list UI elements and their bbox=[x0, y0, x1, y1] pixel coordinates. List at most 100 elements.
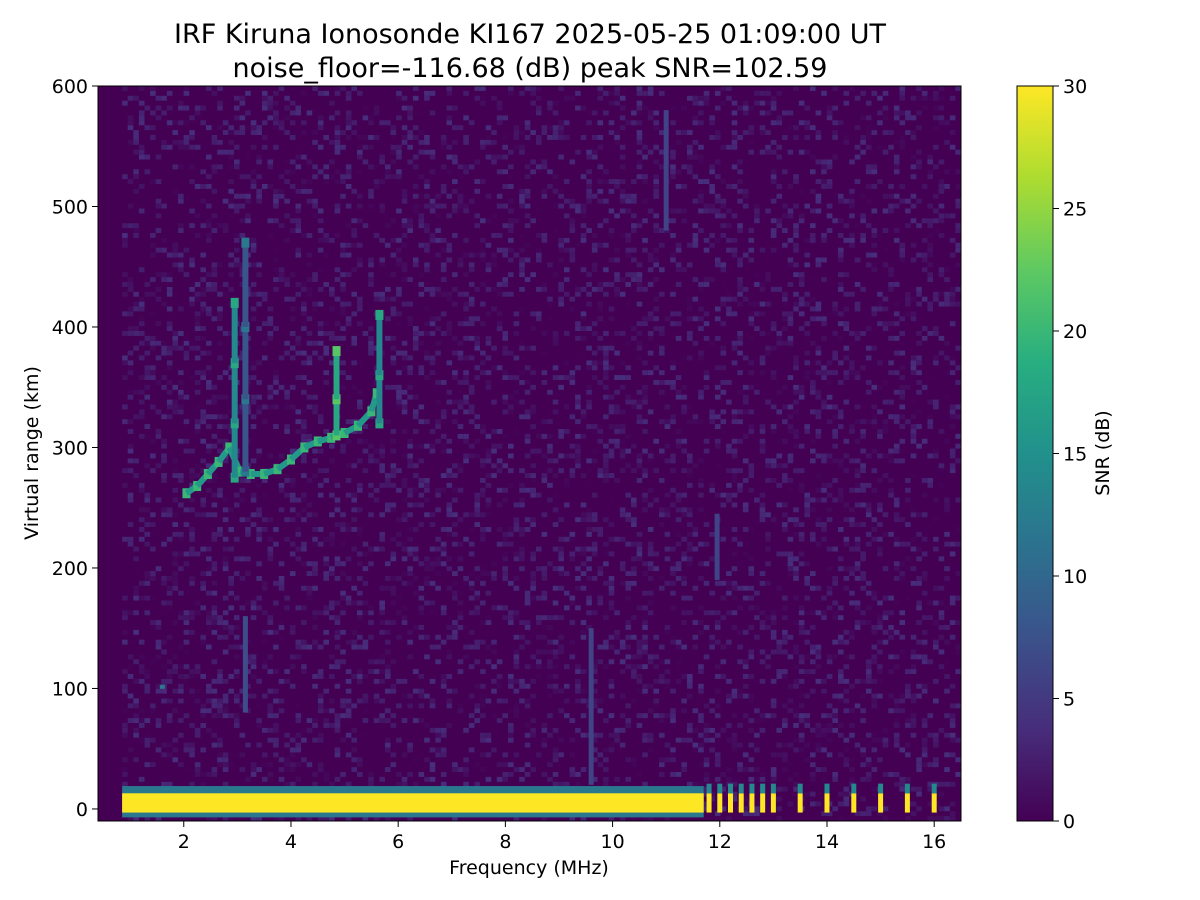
noise-cell bbox=[530, 576, 536, 581]
noise-cell bbox=[569, 252, 576, 258]
noise-cell bbox=[178, 664, 184, 670]
noise-cell bbox=[189, 781, 195, 787]
noise-cell bbox=[452, 816, 458, 821]
noise-cell bbox=[261, 120, 268, 126]
noise-cell bbox=[424, 708, 430, 714]
noise-cell bbox=[217, 105, 223, 111]
noise-cell bbox=[351, 242, 357, 248]
noise-cell bbox=[133, 233, 139, 238]
noise-cell bbox=[250, 600, 257, 606]
noise-cell bbox=[558, 130, 564, 135]
noise-cell bbox=[726, 237, 732, 243]
noise-cell bbox=[468, 198, 475, 204]
noise-cell bbox=[127, 674, 134, 679]
noise-cell bbox=[407, 110, 413, 116]
noise-cell bbox=[748, 223, 755, 229]
noise-cell bbox=[496, 291, 503, 297]
noise-cell bbox=[703, 321, 710, 327]
noise-cell bbox=[418, 340, 425, 346]
noise-cell bbox=[748, 654, 755, 660]
noise-cell bbox=[776, 389, 783, 395]
noise-cell bbox=[642, 90, 648, 96]
noise-cell bbox=[513, 688, 520, 694]
noise-cell bbox=[759, 502, 766, 508]
noise-cell bbox=[547, 732, 553, 738]
noise-cell bbox=[709, 796, 715, 802]
noise-cell bbox=[452, 350, 458, 356]
noise-cell bbox=[731, 296, 738, 302]
noise-cell bbox=[452, 375, 458, 380]
noise-cell bbox=[468, 664, 475, 670]
noise-cell bbox=[675, 130, 682, 135]
noise-cell bbox=[575, 698, 581, 704]
noise-cell bbox=[412, 394, 419, 400]
noise-cell bbox=[631, 497, 637, 503]
noise-cell bbox=[357, 306, 363, 312]
noise-cell bbox=[569, 816, 576, 821]
noise-cell bbox=[155, 179, 162, 184]
noise-cell bbox=[664, 742, 671, 748]
noise-cell bbox=[698, 198, 704, 204]
noise-cell bbox=[340, 522, 346, 527]
noise-cell bbox=[547, 448, 553, 454]
noise-cell bbox=[233, 144, 240, 150]
noise-cell bbox=[714, 580, 721, 586]
noise-cell bbox=[558, 468, 564, 474]
noise-cell bbox=[524, 527, 531, 532]
noise-cell bbox=[468, 321, 475, 327]
noise-cell bbox=[463, 433, 469, 439]
noise-cell bbox=[345, 184, 352, 189]
noise-cell bbox=[508, 90, 514, 96]
noise-cell bbox=[524, 453, 531, 459]
noise-cell bbox=[345, 816, 352, 821]
noise-cell bbox=[563, 267, 570, 273]
noise-cell bbox=[357, 144, 363, 150]
noise-cell bbox=[513, 551, 520, 557]
noise-cell bbox=[759, 184, 766, 189]
noise-cell bbox=[765, 649, 771, 655]
noise-cell bbox=[474, 438, 481, 444]
noise-cell bbox=[172, 708, 179, 714]
noise-cell bbox=[329, 331, 335, 336]
noise-cell bbox=[351, 767, 357, 772]
noise-cell bbox=[189, 375, 195, 380]
noise-cell bbox=[295, 776, 302, 782]
noise-cell bbox=[754, 282, 760, 287]
noise-cell bbox=[530, 571, 536, 576]
noise-cell bbox=[759, 247, 766, 253]
noise-cell bbox=[642, 497, 648, 503]
noise-cell bbox=[368, 634, 374, 640]
noise-cell bbox=[317, 468, 324, 474]
noise-cell bbox=[519, 399, 525, 405]
noise-cell bbox=[222, 198, 229, 204]
noise-cell bbox=[547, 169, 553, 175]
noise-cell bbox=[787, 237, 794, 243]
noise-cell bbox=[508, 218, 514, 224]
noise-cell bbox=[597, 424, 604, 429]
noise-cell bbox=[480, 458, 486, 464]
noise-cell bbox=[597, 316, 604, 322]
noise-cell bbox=[726, 639, 732, 645]
noise-cell bbox=[217, 634, 223, 640]
noise-cell bbox=[446, 115, 453, 121]
noise-cell bbox=[619, 188, 626, 194]
noise-cell bbox=[591, 424, 598, 429]
noise-cell bbox=[189, 448, 195, 454]
noise-cell bbox=[261, 95, 268, 101]
noise-cell bbox=[737, 350, 743, 356]
noise-cell bbox=[541, 742, 548, 748]
noise-cell bbox=[474, 95, 481, 101]
noise-cell bbox=[200, 639, 207, 645]
noise-cell bbox=[256, 262, 262, 268]
noise-cell bbox=[351, 335, 357, 341]
noise-cell bbox=[642, 468, 648, 474]
noise-cell bbox=[452, 233, 458, 238]
noise-cell bbox=[485, 512, 492, 518]
noise-cell bbox=[301, 233, 307, 238]
noise-cell bbox=[396, 576, 402, 581]
noise-cell bbox=[267, 615, 274, 621]
noise-cell bbox=[289, 120, 296, 126]
noise-cell bbox=[412, 718, 419, 723]
noise-cell bbox=[401, 541, 408, 547]
noise-cell bbox=[329, 443, 335, 449]
